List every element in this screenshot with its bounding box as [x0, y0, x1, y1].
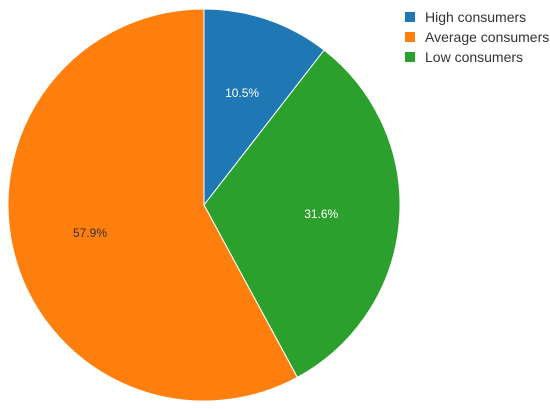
pie-slice-label-high-consumers: 10.5% [225, 86, 259, 100]
pie-slice-high-consumers[interactable] [203, 8, 325, 207]
legend-swatch-high-consumers [405, 12, 415, 22]
pie-slice-label-low-consumers: 31.6% [304, 207, 338, 221]
pie-slice-low-consumers[interactable] [203, 49, 401, 379]
legend-swatch-average-consumers [405, 32, 415, 42]
legend-label-high-consumers: High consumers [425, 9, 527, 25]
legend-label-low-consumers: Low consumers [425, 49, 524, 65]
legend-item-low-consumers[interactable]: Low consumers [405, 47, 549, 67]
legend: High consumers Average consumers Low con… [405, 7, 549, 67]
legend-item-high-consumers[interactable]: High consumers [405, 7, 549, 27]
legend-item-average-consumers[interactable]: Average consumers [405, 27, 549, 47]
pie-slice-label-average-consumers: 57.9% [73, 226, 107, 240]
slices-layer [7, 8, 401, 402]
legend-label-average-consumers: Average consumers [425, 29, 550, 45]
labels-layer: 10.5% 31.6% 57.9% [73, 86, 339, 240]
legend-swatch-low-consumers [405, 52, 415, 62]
pie-slice-average-consumers[interactable] [7, 8, 299, 402]
